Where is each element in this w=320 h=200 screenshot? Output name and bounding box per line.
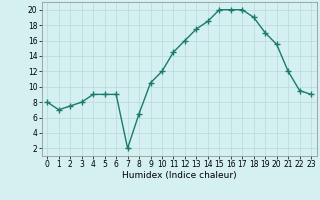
X-axis label: Humidex (Indice chaleur): Humidex (Indice chaleur)	[122, 171, 236, 180]
